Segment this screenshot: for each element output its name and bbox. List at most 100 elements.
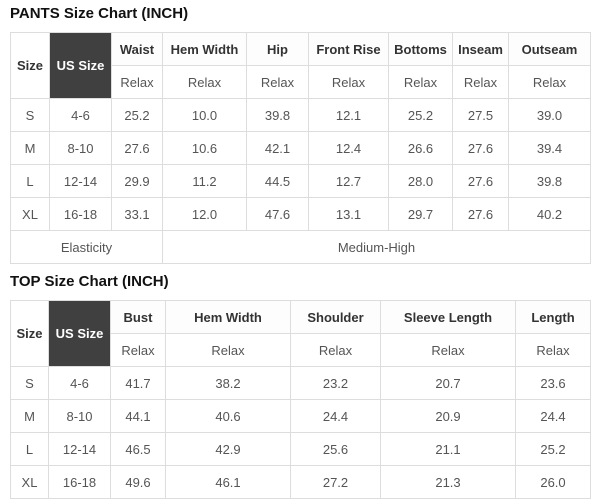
pants-column-header-front-rise: Front Rise [308,32,389,66]
size-cell: XL [10,465,49,499]
us-size-cell: 4-6 [48,366,111,400]
top-column-header-length: Length [515,300,591,334]
value-cell: 24.4 [515,399,591,433]
value-cell: 25.2 [388,98,453,132]
fit-label-cell: Relax [380,333,516,367]
pants-us-size-header-cell: US Size [49,32,112,99]
value-cell: 27.6 [452,197,509,231]
pants-column-header-hip: Hip [246,32,309,66]
top-size-table: Size US Size Bust Hem Width Shoulder Sle… [10,300,591,499]
value-cell: 10.6 [162,131,247,165]
value-cell: 27.6 [452,131,509,165]
value-cell: 12.0 [162,197,247,231]
top-column-header-shoulder: Shoulder [290,300,381,334]
value-cell: 40.6 [165,399,291,433]
value-cell: 21.1 [380,432,516,466]
value-cell: 23.2 [290,366,381,400]
table-row: M 8-10 27.6 10.6 42.1 12.4 26.6 27.6 39.… [10,131,591,165]
us-size-cell: 16-18 [49,197,112,231]
fit-label-cell: Relax [508,65,591,99]
fit-label-cell: Relax [452,65,509,99]
fit-label-cell: Relax [111,65,163,99]
value-cell: 41.7 [110,366,166,400]
pants-size-header-cell: Size [10,32,50,99]
pants-column-header-outseam: Outseam [508,32,591,66]
value-cell: 46.5 [110,432,166,466]
value-cell: 26.6 [388,131,453,165]
value-cell: 29.9 [111,164,163,198]
top-header-row: Size US Size Bust Hem Width Shoulder Sle… [10,300,591,367]
top-column-header-bust: Bust [110,300,166,334]
value-cell: 12.4 [308,131,389,165]
value-cell: 33.1 [111,197,163,231]
value-cell: 20.7 [380,366,516,400]
value-cell: 39.8 [246,98,309,132]
fit-label-cell: Relax [162,65,247,99]
value-cell: 39.4 [508,131,591,165]
table-row: L 12-14 46.5 42.9 25.6 21.1 25.2 [10,432,591,466]
value-cell: 12.1 [308,98,389,132]
value-cell: 26.0 [515,465,591,499]
value-cell: 39.0 [508,98,591,132]
pants-fit-row: Relax Relax Relax Relax Relax Relax Rela… [11,65,591,99]
value-cell: 20.9 [380,399,516,433]
fit-label-cell: Relax [308,65,389,99]
us-size-cell: 8-10 [49,131,112,165]
fit-label-cell: Relax [246,65,309,99]
table-row: XL 16-18 33.1 12.0 47.6 13.1 29.7 27.6 4… [10,197,591,231]
value-cell: 28.0 [388,164,453,198]
table-row: S 4-6 41.7 38.2 23.2 20.7 23.6 [10,366,591,400]
elasticity-label-cell: Elasticity [10,230,163,264]
value-cell: 44.5 [246,164,309,198]
value-cell: 25.2 [515,432,591,466]
us-size-cell: 12-14 [49,164,112,198]
table-row: L 12-14 29.9 11.2 44.5 12.7 28.0 27.6 39… [10,164,591,198]
top-column-header-hem-width: Hem Width [165,300,291,334]
us-size-cell: 12-14 [48,432,111,466]
size-cell: L [10,164,50,198]
elasticity-row: Elasticity Medium-High [10,230,591,264]
fit-label-cell: Relax [388,65,453,99]
value-cell: 25.6 [290,432,381,466]
pants-column-header-waist: Waist [111,32,163,66]
value-cell: 47.6 [246,197,309,231]
fit-label-cell: Relax [290,333,381,367]
value-cell: 49.6 [110,465,166,499]
size-cell: S [10,366,49,400]
value-cell: 25.2 [111,98,163,132]
value-cell: 44.1 [110,399,166,433]
table-row: M 8-10 44.1 40.6 24.4 20.9 24.4 [10,399,591,433]
value-cell: 46.1 [165,465,291,499]
value-cell: 27.6 [111,131,163,165]
pants-size-table: Size US Size Waist Hem Width Hip Front R… [10,32,591,264]
value-cell: 27.2 [290,465,381,499]
value-cell: 24.4 [290,399,381,433]
pants-header-row: Size US Size Waist Hem Width Hip Front R… [10,32,591,99]
table-row: S 4-6 25.2 10.0 39.8 12.1 25.2 27.5 39.0 [10,98,591,132]
value-cell: 12.7 [308,164,389,198]
us-size-cell: 4-6 [49,98,112,132]
top-column-header-sleeve-length: Sleeve Length [380,300,516,334]
fit-label-cell: Relax [515,333,591,367]
value-cell: 23.6 [515,366,591,400]
pants-column-header-bottoms: Bottoms [388,32,453,66]
table-row: XL 16-18 49.6 46.1 27.2 21.3 26.0 [10,465,591,499]
size-cell: XL [10,197,50,231]
top-size-header-cell: Size [10,300,49,367]
value-cell: 42.9 [165,432,291,466]
value-cell: 21.3 [380,465,516,499]
pants-column-header-hem-width: Hem Width [162,32,247,66]
fit-label-cell: Relax [165,333,291,367]
fit-label-cell: Relax [110,333,166,367]
value-cell: 40.2 [508,197,591,231]
pants-chart-title: PANTS Size Chart (INCH) [10,5,189,22]
value-cell: 10.0 [162,98,247,132]
us-size-cell: 16-18 [48,465,111,499]
value-cell: 42.1 [246,131,309,165]
value-cell: 11.2 [162,164,247,198]
value-cell: 27.6 [452,164,509,198]
top-fit-row: Relax Relax Relax Relax Relax [11,333,591,367]
top-chart-title: TOP Size Chart (INCH) [10,273,169,290]
value-cell: 27.5 [452,98,509,132]
